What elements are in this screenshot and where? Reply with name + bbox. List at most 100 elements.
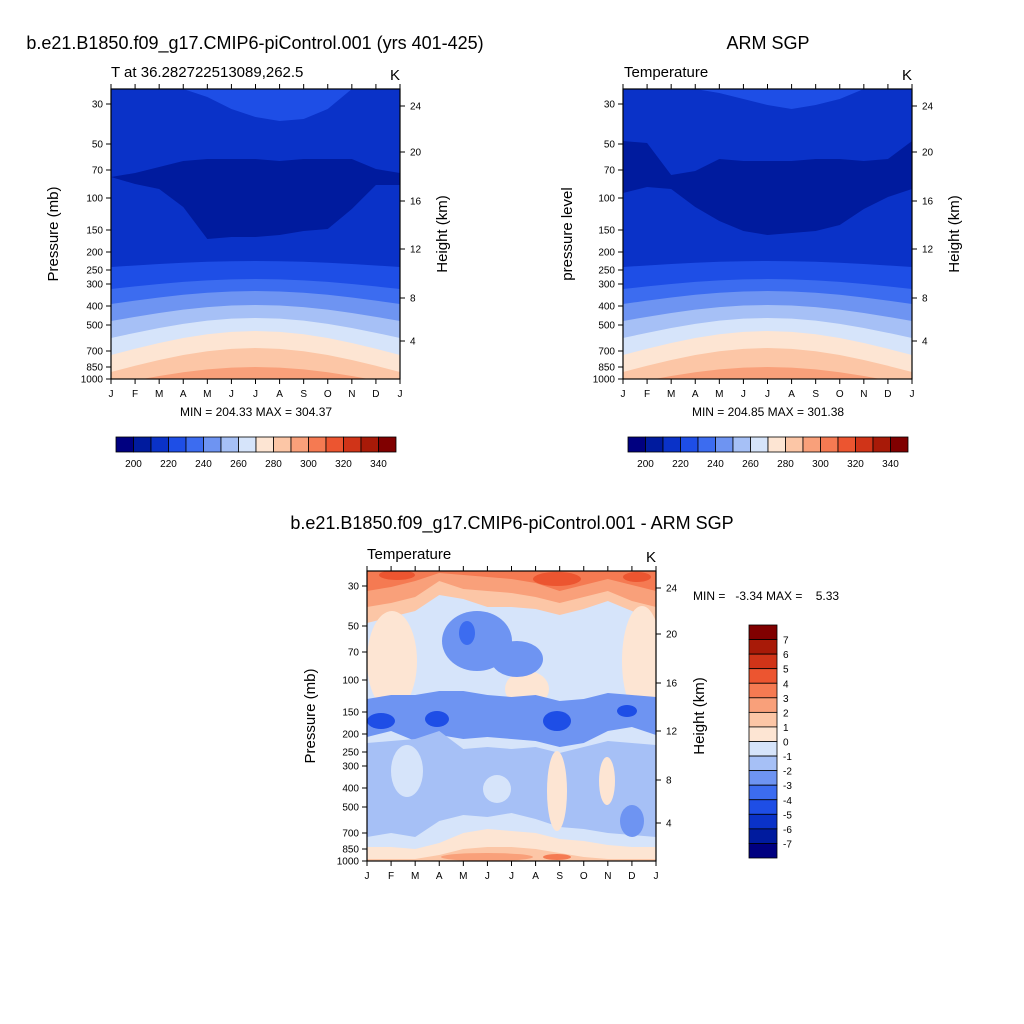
- x-tick-label: A: [180, 389, 187, 400]
- y-right-tick-label: 8: [922, 294, 928, 305]
- x-tick-label: M: [155, 389, 163, 400]
- colorbar-label: 340: [370, 459, 387, 470]
- x-tick-label: J: [398, 389, 403, 400]
- x-tick-label: M: [459, 871, 467, 882]
- colorbar-swatch: [748, 711, 778, 728]
- panel-model: b.e21.B1850.f09_g17.CMIP6-piControl.001 …: [26, 33, 483, 470]
- y-tick-label: 700: [342, 829, 359, 840]
- y-tick-label: 500: [342, 803, 359, 814]
- x-tick-label: N: [348, 389, 355, 400]
- panel-model-subtitle: T at 36.282722513089,262.5: [111, 64, 303, 81]
- y-right-tick-label: 20: [410, 148, 422, 159]
- y-tick-label: 850: [342, 845, 359, 856]
- colorbar-swatch: [785, 436, 804, 453]
- contour-band: [623, 141, 912, 235]
- contour-fill-group: [111, 89, 400, 379]
- x-tick-label: J: [765, 389, 770, 400]
- x-tick-label: J: [621, 389, 626, 400]
- y-right-tick-label: 16: [410, 197, 422, 208]
- contour-blob: [459, 621, 475, 645]
- colorbar-label: -6: [783, 825, 792, 836]
- y-tick-label: 30: [348, 582, 360, 593]
- colorbar-label: 220: [160, 459, 177, 470]
- colorbar-swatch: [203, 436, 222, 453]
- x-tick-label: J: [485, 871, 490, 882]
- colorbar-label: 7: [783, 636, 789, 647]
- x-tick-label: M: [715, 389, 723, 400]
- x-tick-label: D: [884, 389, 891, 400]
- colorbar-label: 240: [707, 459, 724, 470]
- colorbar-swatch: [748, 843, 778, 859]
- x-tick-label: J: [741, 389, 746, 400]
- contour-blob: [379, 571, 415, 580]
- colorbar-swatch: [872, 436, 891, 453]
- y-right-tick-label: 16: [922, 197, 934, 208]
- contour-blob: [533, 572, 581, 586]
- contour-blob: [367, 611, 417, 711]
- colorbar-swatch: [115, 436, 134, 453]
- y-right-tick-label: 8: [410, 294, 416, 305]
- colorbar-swatch: [150, 436, 169, 453]
- colorbar-swatch: [343, 436, 362, 453]
- panel-model-stats: MIN = 204.33 MAX = 304.37: [180, 405, 332, 419]
- colorbar-swatch: [748, 828, 778, 844]
- x-tick-label: F: [644, 389, 650, 400]
- y-tick-label: 250: [598, 266, 615, 277]
- colorbar-swatch: [168, 436, 187, 453]
- y-tick-label: 1000: [337, 857, 360, 868]
- panel-model-title: b.e21.B1850.f09_g17.CMIP6-piControl.001 …: [26, 33, 483, 54]
- x-tick-label: M: [667, 389, 675, 400]
- colorbar-label: 280: [265, 459, 282, 470]
- y-right-tick-label: 4: [666, 819, 672, 830]
- colorbar-swatch: [185, 436, 204, 453]
- x-tick-label: S: [556, 871, 563, 882]
- y-right-tick-label: 24: [410, 102, 422, 113]
- panel-obs-subtitle: Temperature: [624, 64, 708, 81]
- x-tick-label: N: [860, 389, 867, 400]
- y-right-tick-label: 4: [922, 337, 928, 348]
- colorbar-swatch: [680, 436, 699, 453]
- y-tick-label: 50: [604, 140, 616, 151]
- x-tick-label: A: [436, 871, 443, 882]
- contour-blob: [491, 641, 543, 677]
- contour-fill-group: [623, 89, 912, 379]
- colorbar-swatch: [820, 436, 839, 453]
- colorbar-swatch: [748, 624, 778, 640]
- colorbar-swatch: [748, 755, 778, 772]
- colorbar-label: 280: [777, 459, 794, 470]
- colorbar-swatch: [378, 436, 397, 453]
- colorbar-label: 2: [783, 708, 789, 719]
- panel-diff-ylabel: Pressure (mb): [302, 668, 319, 763]
- x-tick-label: N: [604, 871, 611, 882]
- colorbar-swatch: [748, 668, 778, 684]
- colorbar-swatch: [238, 436, 257, 453]
- colorbar-label: 200: [125, 459, 142, 470]
- colorbar-swatch: [748, 799, 778, 815]
- colorbar-label: -3: [783, 781, 792, 792]
- colorbar-label: 1: [783, 723, 789, 734]
- panel-obs-ylabel-right: Height (km): [946, 195, 963, 273]
- colorbar-label: 6: [783, 650, 789, 661]
- colorbar-label: 5: [783, 665, 789, 676]
- y-tick-label: 150: [86, 226, 103, 237]
- colorbar-swatch: [748, 726, 778, 742]
- x-tick-label: J: [253, 389, 258, 400]
- colorbar-label: 4: [783, 679, 789, 690]
- colorbar-swatch: [837, 436, 856, 453]
- colorbar-swatch: [133, 436, 152, 453]
- x-tick-label: J: [910, 389, 915, 400]
- contour-blob: [425, 711, 449, 727]
- panel-model-ylabel-right: Height (km): [434, 195, 451, 273]
- y-tick-label: 250: [342, 748, 359, 759]
- contour-band: [623, 348, 912, 379]
- colorbar-label: 0: [783, 738, 789, 749]
- y-right-tick-label: 12: [922, 245, 934, 256]
- y-tick-label: 100: [342, 676, 359, 687]
- panel-diff: b.e21.B1850.f09_g17.CMIP6-piControl.001 …: [290, 513, 839, 882]
- panel-diff-stats: MIN = -3.34 MAX = 5.33: [693, 589, 839, 603]
- contour-band: [367, 731, 656, 837]
- x-tick-label: F: [388, 871, 394, 882]
- y-tick-label: 150: [342, 708, 359, 719]
- y-tick-label: 150: [598, 226, 615, 237]
- colorbar-label: 300: [812, 459, 829, 470]
